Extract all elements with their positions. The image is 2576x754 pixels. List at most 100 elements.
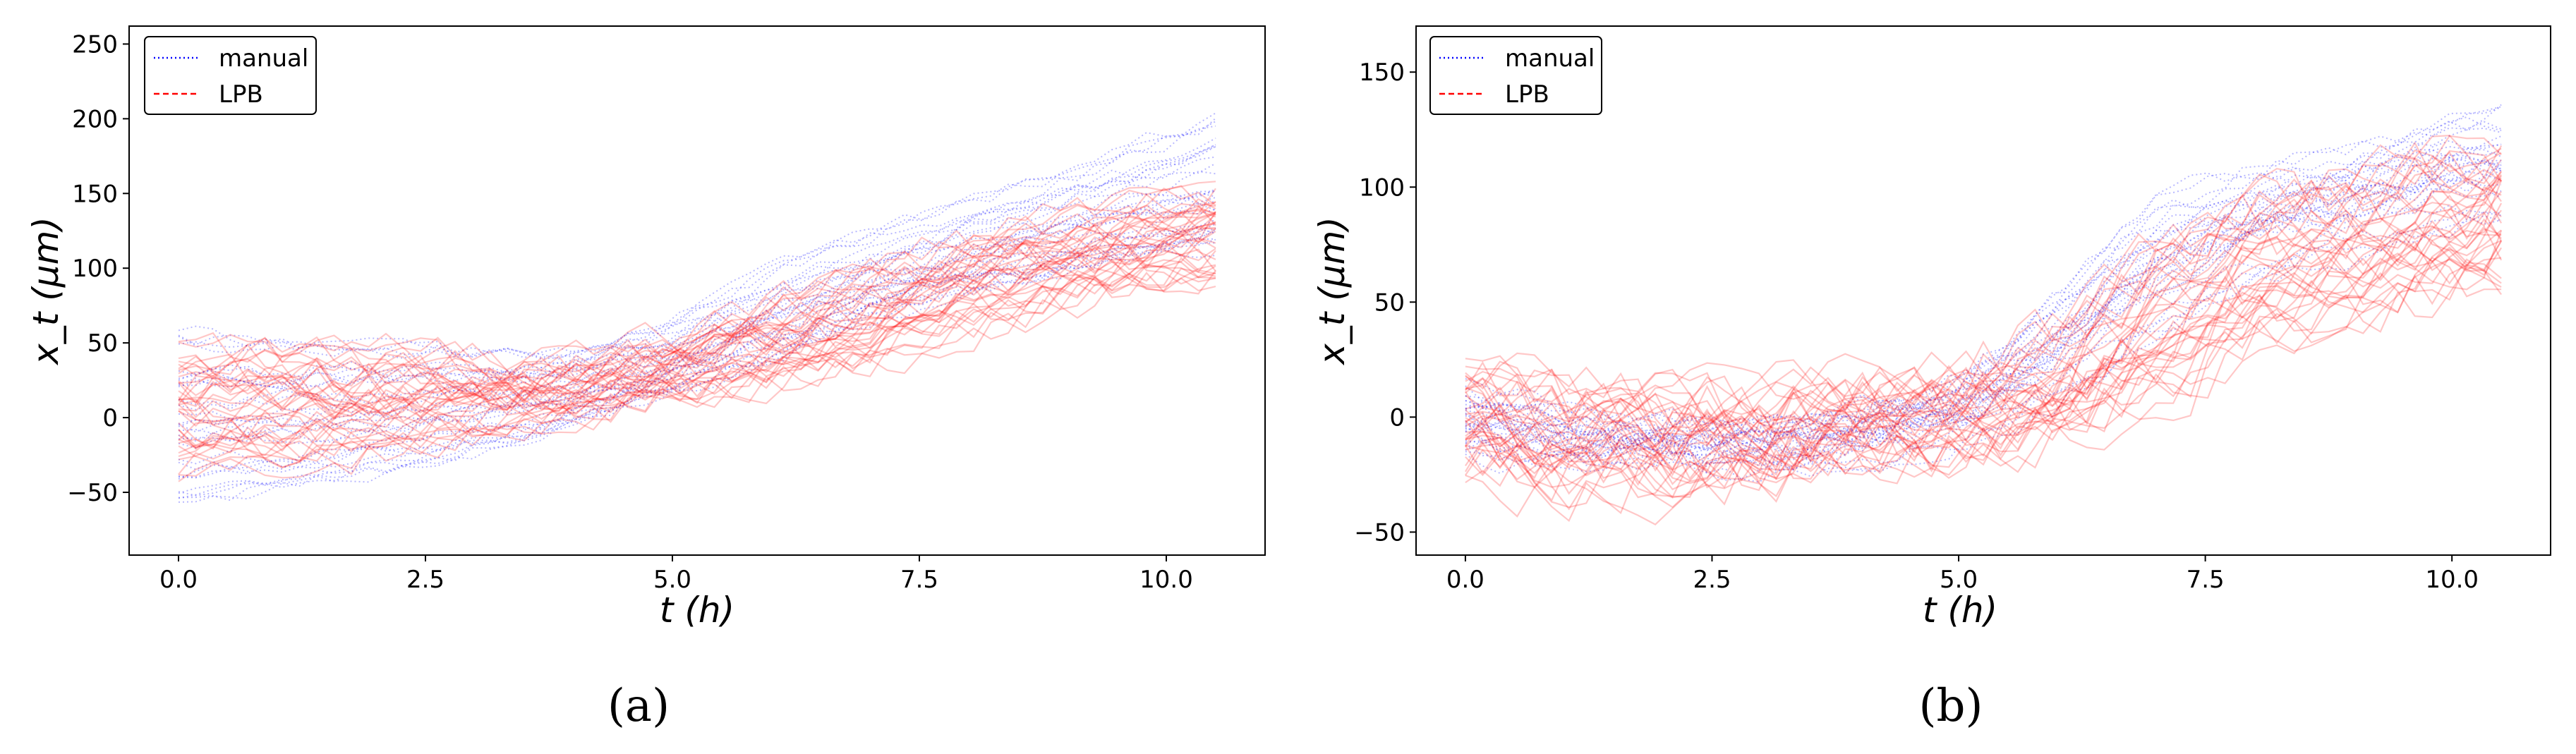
panel-a-lpb-trajectory xyxy=(178,181,1216,395)
panel-a-lpb-trajectory xyxy=(178,211,1216,404)
panel-a-lpb-trajectory xyxy=(178,203,1216,391)
panel-b-lpb-trajectory xyxy=(1464,247,2503,511)
panel-b-plot-area xyxy=(1464,104,2503,525)
panel-b-lpb-trajectory xyxy=(1465,144,2502,424)
panel-b-lpb-trajectory xyxy=(1465,178,2502,454)
panel-a-lpb-trajectory xyxy=(178,188,1216,385)
panel-a-lpb-trajectory xyxy=(178,200,1216,418)
panel-b-manual-trajectory xyxy=(1465,204,2502,473)
panel-a-lpb-trajectory xyxy=(178,209,1216,412)
panel-a-series-lpb xyxy=(178,181,1216,482)
panel-a-lpb-trajectory xyxy=(178,227,1216,463)
panel-a-frame xyxy=(128,25,1266,556)
panel-a-manual-trajectory xyxy=(178,192,1216,433)
panel-a-x-tick-label: 5.0 xyxy=(653,566,691,594)
panel-a-manual-trajectory xyxy=(178,188,1216,429)
panel-b-x-tick-label: 10.0 xyxy=(2425,566,2479,594)
panel-b-manual-trajectory xyxy=(1465,177,2502,466)
panel-a-manual-trajectory xyxy=(178,171,1216,407)
panel-a-y-tick-label: 0 xyxy=(102,404,118,432)
panel-a-lpb-trajectory xyxy=(178,212,1216,410)
panel-a-manual-trajectory xyxy=(178,241,1216,499)
panel-b-lpb-trajectory xyxy=(1465,180,2503,443)
panel-a-manual-trajectory xyxy=(178,203,1216,449)
panel-b-x-tick-label: 5.0 xyxy=(1940,566,1978,594)
panel-a-y-tick-label: 50 xyxy=(87,329,118,358)
panel-b-chart: 0.0 2.5 5.0 7.5 10.0 −50 0 50 100 150 t (h) x_t … xyxy=(1312,25,2551,631)
panel-a-manual-trajectory xyxy=(178,144,1216,390)
panel-a-manual-trajectory xyxy=(178,162,1216,411)
panel-b-x-tick-label: 7.5 xyxy=(2187,566,2225,594)
panel-a-lpb-trajectory xyxy=(178,263,1216,454)
panel-a-y-tick-label: −50 xyxy=(67,479,118,507)
panel-b-lpb-trajectory xyxy=(1465,141,2503,433)
panel-a-manual-trajectory xyxy=(178,146,1216,384)
panel-a-y-tick-label: 200 xyxy=(72,105,118,133)
panel-b-lpb-trajectory xyxy=(1465,169,2502,436)
panel-b-lpb-trajectory xyxy=(1465,190,2503,458)
panel-b-lpb-trajectory xyxy=(1465,195,2502,466)
panel-b-lpb-trajectory xyxy=(1465,147,2502,442)
panel-a-x-tick-label: 0.0 xyxy=(159,566,198,594)
panel-a-manual-trajectory xyxy=(178,196,1216,434)
panel-a-manual-trajectory xyxy=(178,219,1216,470)
panel-a-lpb-trajectory xyxy=(178,257,1216,456)
panel-b-lpb-trajectory xyxy=(1464,225,2503,509)
panel-a-manual-trajectory xyxy=(178,238,1216,497)
panel-a-manual-trajectory xyxy=(178,144,1216,387)
panel-a-lpb-trajectory xyxy=(178,201,1216,401)
panel-a-lpb-trajectory xyxy=(178,187,1216,375)
panel-b-manual-trajectory xyxy=(1465,162,2502,456)
panel-a-lpb-trajectory xyxy=(178,250,1216,471)
panel-b-y-tick-label: 100 xyxy=(1359,174,1405,202)
panel-b-y-tick-label: 50 xyxy=(1374,288,1405,317)
panel-a-manual-trajectory xyxy=(178,112,1216,359)
panel-a-lpb-trajectory xyxy=(178,221,1216,404)
panel-b-legend-box xyxy=(1429,36,1602,115)
panel-a-y-tick-label: 150 xyxy=(72,180,118,208)
panel-a-lpb-trajectory xyxy=(178,237,1216,452)
panel-b-lpb-trajectory xyxy=(1464,243,2502,484)
panel-a-legend: manual LPB xyxy=(144,36,317,115)
panel-a-y-tick-label: 100 xyxy=(72,255,118,283)
panel-a-y-axis: −50 0 50 100 150 200 250 xyxy=(67,30,129,507)
panel-b-frame xyxy=(1415,25,2551,556)
panel-b-manual-trajectory xyxy=(1465,127,2502,437)
panel-b-caption: (b) xyxy=(1919,680,1983,732)
panel-b-y-axis-label: x_t (μm) xyxy=(1312,217,1353,366)
panel-a-manual-trajectory xyxy=(178,156,1216,389)
panel-b-y-tick-label: 150 xyxy=(1359,59,1405,87)
panel-b-y-axis: −50 0 50 100 150 xyxy=(1354,59,1416,547)
panel-a-lpb-trajectory xyxy=(178,270,1216,482)
panel-a-lpb-trajectory xyxy=(178,250,1216,461)
panel-b-x-axis-label: t (h) xyxy=(1923,590,1997,631)
panel-a-lpb-trajectory xyxy=(178,222,1216,427)
panel-b-manual-trajectory xyxy=(1465,121,2502,452)
panel-b-lpb-trajectory xyxy=(1464,212,2503,474)
panel-b-lpb-trajectory xyxy=(1465,190,2502,498)
panel-b-lpb-trajectory xyxy=(1465,175,2503,479)
panel-a-manual-trajectory xyxy=(178,190,1216,422)
panel-a-lpb-trajectory xyxy=(178,205,1216,394)
panel-a-manual-trajectory xyxy=(178,208,1216,442)
panel-b-manual-trajectory xyxy=(1465,104,2502,437)
panel-b-y-tick-label: −50 xyxy=(1354,518,1405,547)
panel-a-lpb-trajectory xyxy=(178,228,1216,438)
panel-a-lpb-trajectory xyxy=(178,226,1216,420)
panel-b-manual-trajectory xyxy=(1465,157,2502,451)
panel-a-lpb-trajectory xyxy=(178,248,1216,475)
panel-b-manual-trajectory xyxy=(1465,116,2502,436)
panel-a-manual-trajectory xyxy=(178,125,1216,360)
panel-b-lpb-trajectory xyxy=(1465,230,2503,477)
panel-a-y-tick-label: 250 xyxy=(72,30,118,59)
panel-a-plot-area xyxy=(178,112,1216,503)
panel-a-legend-box xyxy=(144,36,317,115)
panel-b-lpb-trajectory xyxy=(1465,240,2503,523)
panel-b-lpb-trajectory xyxy=(1465,225,2502,461)
panel-b-legend-manual-label: manual xyxy=(1505,44,1595,73)
panel-a-lpb-trajectory xyxy=(178,212,1216,427)
panel-a-manual-trajectory xyxy=(178,223,1216,465)
panel-a-lpb-trajectory xyxy=(178,250,1216,460)
panel-b-lpb-trajectory xyxy=(1465,266,2502,518)
